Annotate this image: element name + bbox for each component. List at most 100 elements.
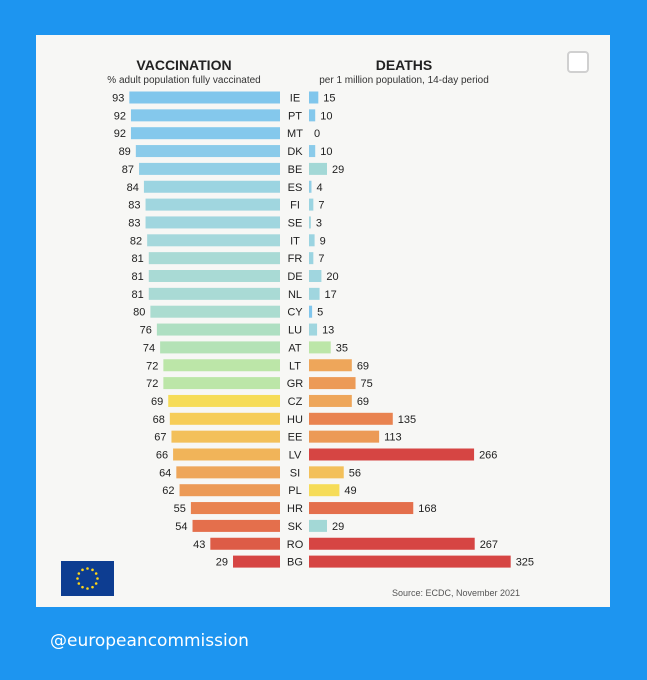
deaths-label-cy: 5	[317, 307, 323, 319]
vaccination-bar-lu	[156, 323, 280, 336]
vaccination-label-sk: 54	[175, 521, 187, 533]
vaccination-label-lt: 72	[146, 360, 158, 372]
country-label-de: DE	[287, 271, 302, 283]
deaths-label-be: 29	[332, 164, 344, 176]
corner-checkbox[interactable]	[567, 51, 589, 73]
deaths-bar-it	[309, 234, 315, 247]
country-label-lt: LT	[289, 360, 301, 372]
country-label-es: ES	[288, 182, 303, 194]
country-label-se: SE	[288, 217, 303, 229]
deaths-label-pt: 10	[320, 110, 332, 122]
source-note: Source: ECDC, November 2021	[392, 588, 520, 598]
deaths-label-fr: 7	[318, 253, 324, 265]
deaths-bar-be	[309, 162, 327, 175]
eu-flag-star	[86, 567, 89, 570]
vaccination-label-be: 87	[122, 164, 134, 176]
vaccination-label-pt: 92	[114, 110, 126, 122]
deaths-bar-hu	[309, 412, 393, 425]
deaths-bar-dk	[309, 145, 316, 158]
vaccination-bar-ie	[129, 91, 280, 104]
deaths-label-fi: 7	[318, 200, 324, 212]
deaths-bar-de	[309, 270, 322, 282]
eu-flag-star	[86, 587, 89, 590]
deaths-bar-pl	[309, 484, 340, 497]
left-subtitle: % adult population fully vaccinated	[107, 75, 260, 86]
country-label-ee: EE	[288, 432, 303, 444]
deaths-label-cz: 69	[357, 396, 369, 408]
vaccination-label-it: 82	[130, 235, 142, 247]
deaths-label-ro: 267	[480, 539, 498, 551]
country-label-hu: HU	[287, 414, 303, 426]
deaths-label-lv: 266	[479, 450, 497, 462]
country-label-ro: RO	[287, 539, 304, 551]
eu-flag-star	[94, 572, 98, 575]
vaccination-label-bg: 29	[216, 557, 228, 569]
vaccination-label-hu: 68	[153, 414, 165, 426]
deaths-label-hr: 168	[418, 503, 436, 515]
deaths-label-hu: 135	[398, 414, 416, 426]
vaccination-bar-sk	[192, 519, 280, 532]
vaccination-label-cy: 80	[133, 307, 145, 319]
country-label-gr: GR	[287, 378, 304, 390]
vaccination-label-dk: 89	[119, 146, 131, 158]
vaccination-label-ie: 93	[112, 93, 124, 105]
vaccination-label-de: 81	[132, 271, 144, 283]
eu-flag-star	[91, 585, 94, 589]
vaccination-bar-at	[160, 341, 280, 354]
country-label-dk: DK	[287, 146, 303, 158]
right-subtitle: per 1 million population, 14-day period	[319, 75, 489, 86]
eu-flag-star	[94, 582, 98, 585]
deaths-bar-at	[309, 341, 331, 354]
chart-card: VACCINATION % adult population fully vac…	[36, 35, 610, 607]
country-label-si: SI	[290, 467, 300, 479]
deaths-label-mt: 0	[314, 128, 320, 140]
account-handle[interactable]: @europeancommission	[50, 631, 249, 651]
deaths-bar-lv	[309, 448, 475, 461]
deaths-label-dk: 10	[320, 146, 332, 158]
country-label-mt: MT	[287, 128, 303, 140]
deaths-bar-pt	[309, 109, 316, 122]
eu-flag-star	[91, 568, 94, 572]
deaths-bar-ro	[309, 537, 475, 550]
deaths-bar-lu	[309, 323, 318, 336]
vaccination-bar-pt	[130, 109, 280, 122]
deaths-label-sk: 29	[332, 521, 344, 533]
eu-flag	[61, 561, 114, 596]
deaths-label-at: 35	[336, 342, 348, 354]
vaccination-label-lv: 66	[156, 450, 168, 462]
vaccination-bar-dk	[135, 145, 280, 158]
deaths-bar-si	[309, 466, 344, 479]
vaccination-label-hr: 55	[174, 503, 186, 515]
deaths-label-bg: 325	[516, 557, 534, 569]
vaccination-bar-hu	[169, 412, 280, 425]
vaccination-bar-si	[176, 466, 280, 479]
vaccination-bar-fi	[145, 198, 280, 211]
vaccination-label-si: 64	[159, 467, 171, 479]
eu-flag-stars	[76, 567, 99, 590]
vaccination-bar-it	[147, 234, 280, 247]
deaths-label-es: 4	[316, 182, 322, 194]
country-label-fi: FI	[290, 200, 300, 212]
vaccination-bar-gr	[163, 377, 280, 390]
vaccination-label-gr: 72	[146, 378, 158, 390]
vaccination-bar-ro	[210, 537, 280, 550]
deaths-bar-cy	[309, 305, 313, 318]
deaths-bar-ee	[309, 430, 380, 443]
vaccination-bar-mt	[130, 127, 280, 140]
vaccination-label-ee: 67	[154, 432, 166, 444]
right-title: DEATHS	[376, 57, 433, 73]
vaccination-label-nl: 81	[132, 289, 144, 301]
deaths-label-gr: 75	[361, 378, 373, 390]
country-label-be: BE	[288, 164, 303, 176]
deaths-label-se: 3	[316, 217, 322, 229]
vaccination-bar-ee	[171, 430, 280, 443]
chart: VACCINATION % adult population fully vac…	[61, 51, 589, 598]
vaccination-label-fr: 81	[132, 253, 144, 265]
deaths-label-it: 9	[320, 235, 326, 247]
deaths-label-nl: 17	[325, 289, 337, 301]
vaccination-bar-hr	[190, 502, 280, 515]
vaccination-label-ro: 43	[193, 539, 205, 551]
vaccination-bar-pl	[179, 484, 280, 497]
deaths-bar-es	[309, 180, 312, 193]
deaths-bar-ie	[309, 91, 319, 104]
